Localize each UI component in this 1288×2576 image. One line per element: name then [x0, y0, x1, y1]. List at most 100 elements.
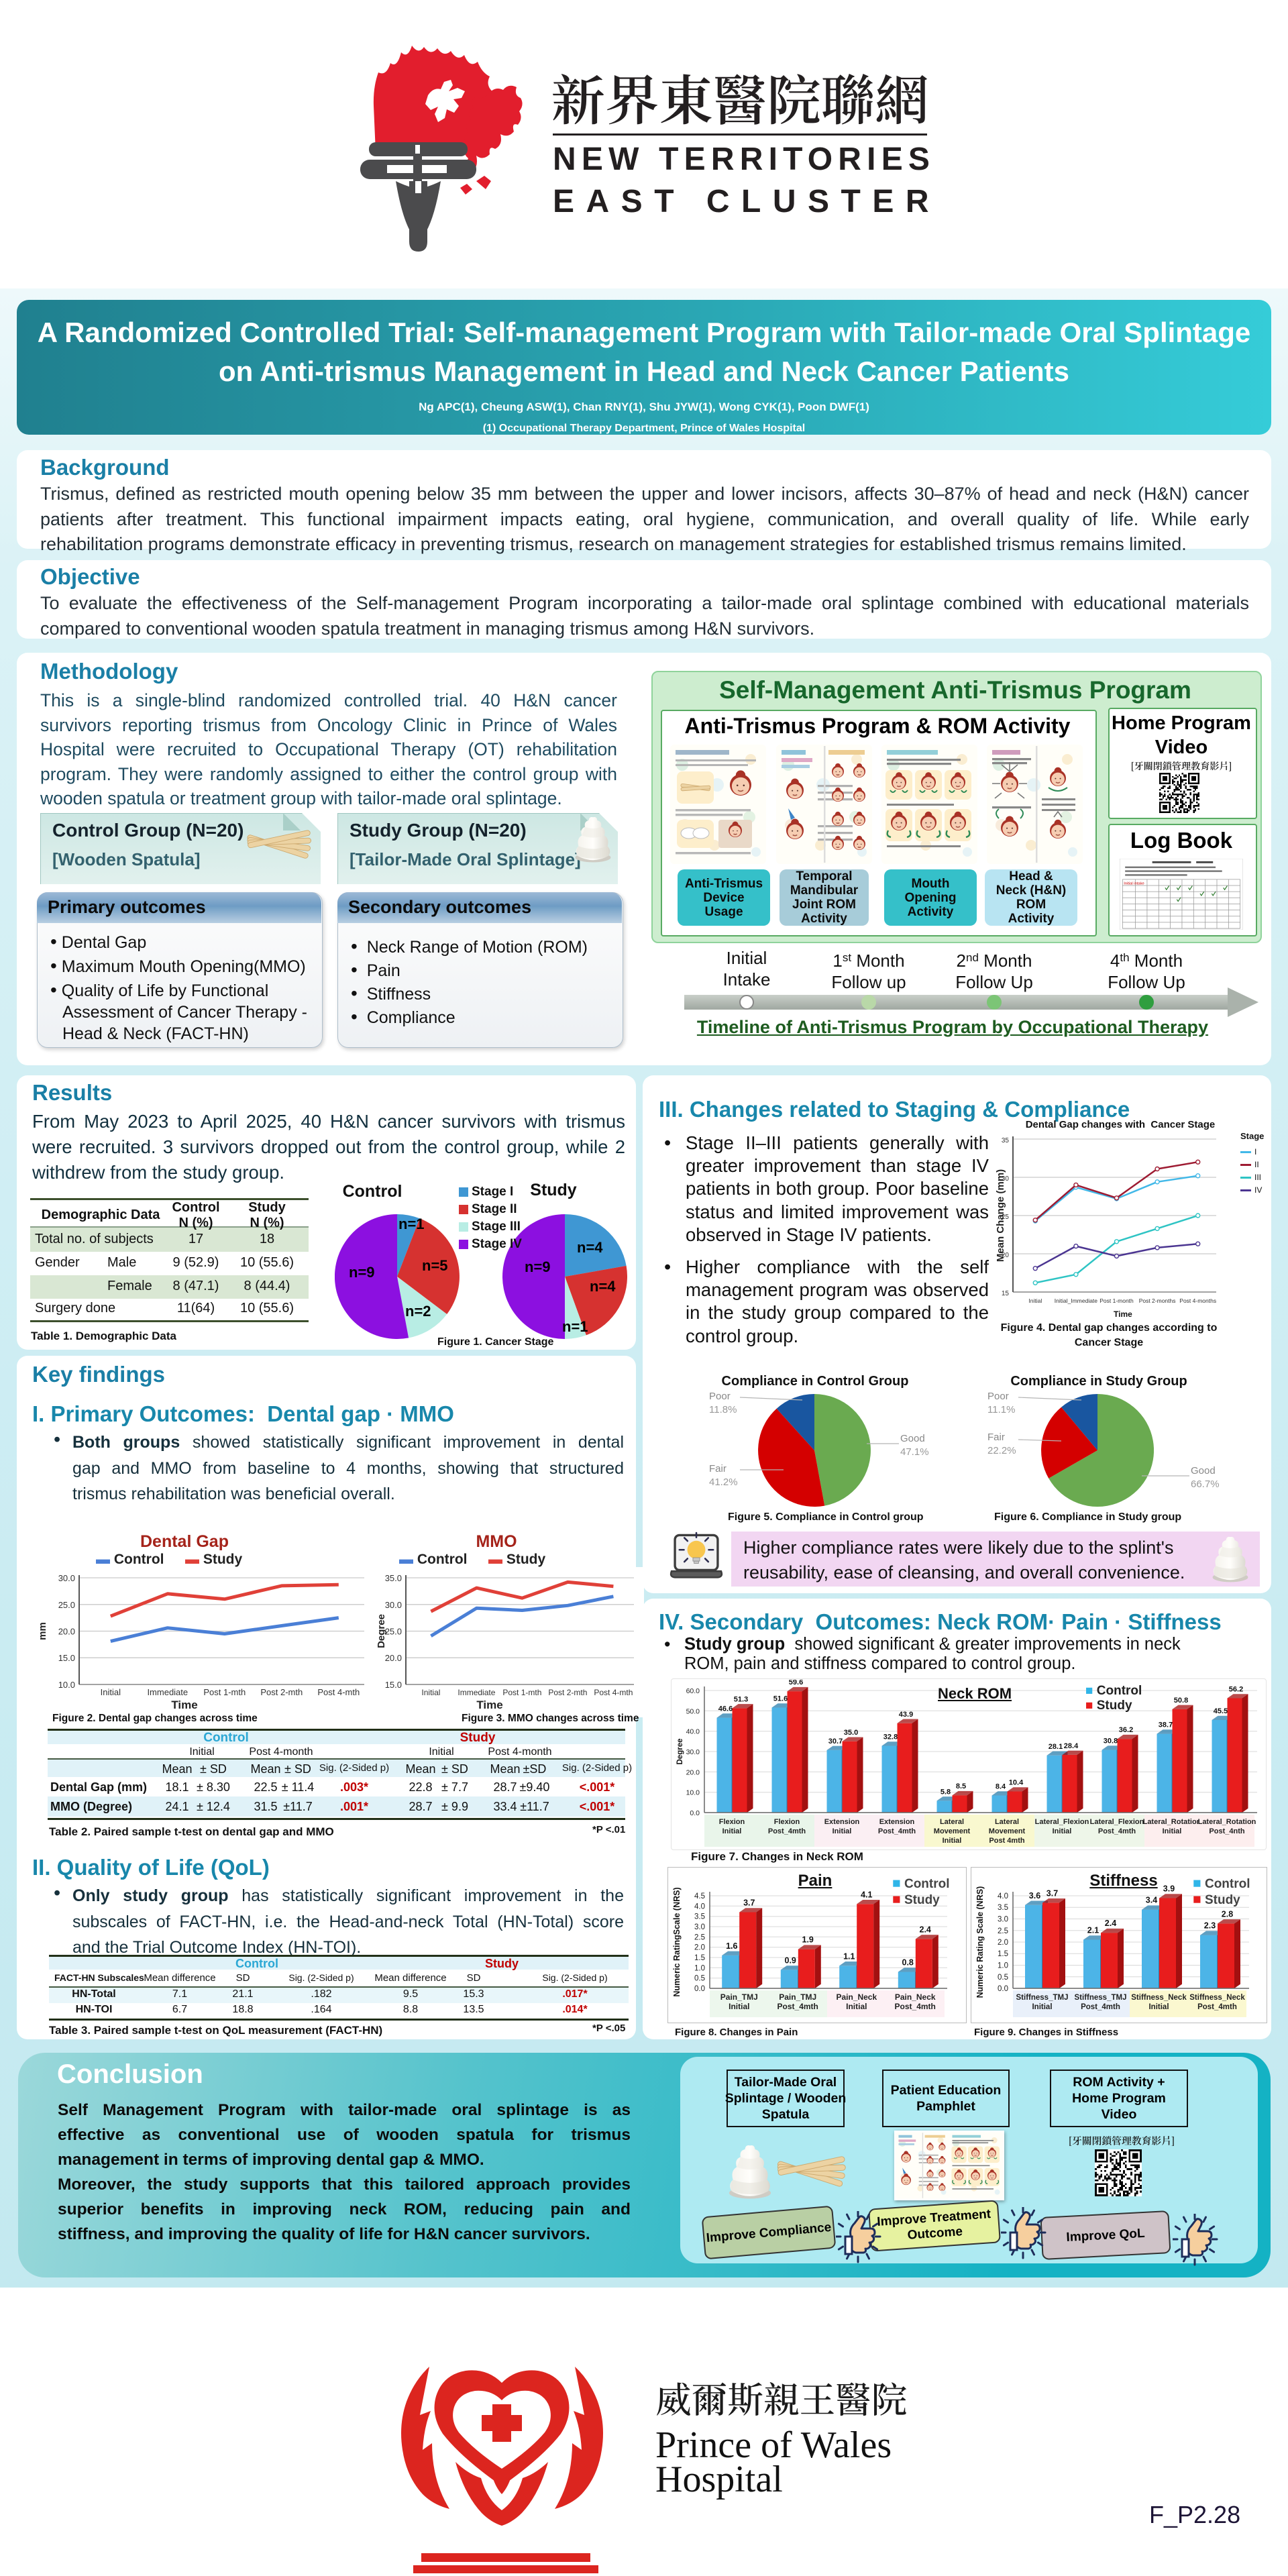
svg-text:Post 2-months: Post 2-months — [1139, 1297, 1176, 1304]
svg-text:Initial_Immediate: Initial_Immediate — [1055, 1297, 1098, 1304]
svg-text:35: 35 — [1002, 1137, 1010, 1144]
svg-text:0.0: 0.0 — [998, 1985, 1008, 1993]
svg-text:4.5: 4.5 — [694, 1892, 705, 1900]
svg-text:1.0: 1.0 — [694, 1964, 705, 1972]
svg-text:0.0: 0.0 — [690, 1809, 700, 1817]
svg-text:Stiffness_TMJ: Stiffness_TMJ — [1075, 1994, 1127, 2002]
svg-text:Degree: Degree — [676, 1739, 684, 1765]
svg-text:Initial: Initial — [722, 1827, 742, 1835]
svg-text:8.4: 8.4 — [996, 1783, 1006, 1791]
svg-text:4.1: 4.1 — [861, 1890, 872, 1899]
svg-text:Degree: Degree — [376, 1614, 387, 1648]
svg-text:Post_4mth: Post_4mth — [1197, 2003, 1237, 2011]
svg-text:2.5: 2.5 — [694, 1933, 705, 1941]
svg-text:15.0: 15.0 — [385, 1680, 402, 1690]
svg-text:2.1: 2.1 — [1087, 1926, 1099, 1935]
svg-text:20.0: 20.0 — [686, 1768, 700, 1776]
svg-text:Stiffness_Neck: Stiffness_Neck — [1189, 1994, 1245, 2002]
svg-text:Initial: Initial — [846, 2002, 867, 2011]
svg-text:Post 2-mth: Post 2-mth — [548, 1688, 587, 1697]
svg-text:1.1: 1.1 — [843, 1951, 855, 1961]
svg-text:30.0: 30.0 — [385, 1600, 402, 1610]
svg-text:Immediate: Immediate — [147, 1687, 188, 1697]
svg-text:Post 4-months: Post 4-months — [1179, 1297, 1216, 1304]
svg-text:Pain_Neck: Pain_Neck — [836, 1992, 877, 2002]
svg-text:0.5: 0.5 — [998, 1974, 1008, 1982]
svg-text:Post_4mth: Post_4mth — [1098, 1827, 1136, 1835]
svg-text:Lateral_Rotation: Lateral_Rotation — [1198, 1818, 1256, 1826]
svg-text:Flexion: Flexion — [719, 1818, 745, 1826]
svg-text:51.3: 51.3 — [734, 1695, 748, 1703]
svg-text:56.2: 56.2 — [1229, 1686, 1243, 1694]
svg-text:3.7: 3.7 — [743, 1898, 755, 1908]
svg-text:Post_4mth: Post_4mth — [768, 1827, 806, 1835]
svg-text:2.4: 2.4 — [920, 1925, 931, 1934]
svg-text:3.5: 3.5 — [694, 1913, 705, 1921]
svg-text:Post 4mth: Post 4mth — [989, 1837, 1024, 1845]
svg-text:43.9: 43.9 — [899, 1711, 913, 1719]
svg-text:Initial: Initial — [729, 2002, 749, 2011]
svg-text:50.8: 50.8 — [1174, 1697, 1188, 1705]
svg-text:8.5: 8.5 — [956, 1782, 966, 1790]
svg-text:Initial: Initial — [1053, 1827, 1072, 1835]
svg-text:mm: mm — [37, 1622, 48, 1640]
svg-text:20.0: 20.0 — [58, 1627, 75, 1637]
svg-text:28.4: 28.4 — [1064, 1742, 1079, 1750]
svg-text:40.0: 40.0 — [686, 1728, 700, 1736]
svg-text:30.0: 30.0 — [58, 1573, 75, 1583]
svg-text:Initial: Initial — [1032, 2003, 1052, 2011]
svg-text:1.9: 1.9 — [802, 1935, 814, 1945]
svg-text:Post 1-month: Post 1-month — [1099, 1297, 1134, 1304]
svg-text:Initial: Initial — [421, 1688, 440, 1697]
svg-text:46.6: 46.6 — [718, 1705, 733, 1713]
svg-text:Lateral: Lateral — [995, 1818, 1019, 1826]
svg-text:10.4: 10.4 — [1009, 1779, 1024, 1787]
svg-text:Initial: Initial — [101, 1687, 121, 1697]
svg-text:Extension: Extension — [879, 1818, 915, 1826]
svg-text:0.0: 0.0 — [694, 1985, 705, 1993]
svg-text:28.1: 28.1 — [1049, 1743, 1063, 1751]
svg-text:35.0: 35.0 — [385, 1573, 402, 1583]
svg-text:1.5: 1.5 — [998, 1950, 1008, 1958]
svg-text:2.5: 2.5 — [998, 1927, 1008, 1935]
svg-text:Post_4mth: Post_4mth — [1081, 2003, 1120, 2011]
svg-text:Movement: Movement — [989, 1827, 1026, 1835]
svg-text:15.0: 15.0 — [58, 1653, 75, 1663]
svg-text:35.0: 35.0 — [844, 1729, 858, 1737]
svg-text:2.0: 2.0 — [694, 1944, 705, 1952]
svg-text:3.5: 3.5 — [998, 1904, 1008, 1912]
svg-text:36.2: 36.2 — [1119, 1726, 1133, 1734]
svg-text:Extension: Extension — [824, 1818, 860, 1826]
svg-text:20.0: 20.0 — [385, 1653, 402, 1663]
svg-text:0.8: 0.8 — [902, 1958, 914, 1968]
svg-text:10.0: 10.0 — [686, 1789, 700, 1797]
svg-text:Initial: Initial — [833, 1827, 852, 1835]
svg-text:Post 4-mth: Post 4-mth — [317, 1687, 360, 1697]
svg-text:Mean Change (mm): Mean Change (mm) — [995, 1169, 1006, 1262]
svg-text:30.7: 30.7 — [828, 1737, 843, 1746]
svg-text:Post 1-mth: Post 1-mth — [502, 1688, 541, 1697]
svg-text:Pain_TMJ: Pain_TMJ — [720, 1992, 758, 2002]
svg-text:Lateral: Lateral — [940, 1818, 964, 1826]
svg-text:5.8: 5.8 — [941, 1788, 951, 1796]
svg-text:2.4: 2.4 — [1105, 1919, 1116, 1928]
svg-text:30: 30 — [1002, 1175, 1010, 1183]
svg-text:1.5: 1.5 — [694, 1954, 705, 1962]
svg-text:4.0: 4.0 — [694, 1902, 705, 1911]
svg-text:45.5: 45.5 — [1214, 1707, 1228, 1715]
svg-text:1.6: 1.6 — [726, 1941, 737, 1951]
svg-text:38.7: 38.7 — [1159, 1721, 1173, 1729]
svg-text:25: 25 — [1002, 1214, 1010, 1221]
svg-text:2.0: 2.0 — [998, 1939, 1008, 1947]
svg-text:1.0: 1.0 — [998, 1962, 1008, 1970]
svg-text:59.6: 59.6 — [789, 1680, 803, 1686]
svg-text:Lateral_Flexion: Lateral_Flexion — [1090, 1818, 1144, 1826]
svg-text:Immediate: Immediate — [458, 1688, 495, 1697]
svg-text:Post 1-mth: Post 1-mth — [203, 1687, 246, 1697]
svg-text:Post_4mth: Post_4mth — [895, 2002, 936, 2011]
svg-text:15: 15 — [1002, 1290, 1010, 1297]
svg-text:0.9: 0.9 — [785, 1955, 796, 1965]
svg-text:30.0: 30.0 — [686, 1748, 700, 1756]
svg-text:25.0: 25.0 — [58, 1600, 75, 1610]
svg-text:20: 20 — [1002, 1252, 1010, 1259]
